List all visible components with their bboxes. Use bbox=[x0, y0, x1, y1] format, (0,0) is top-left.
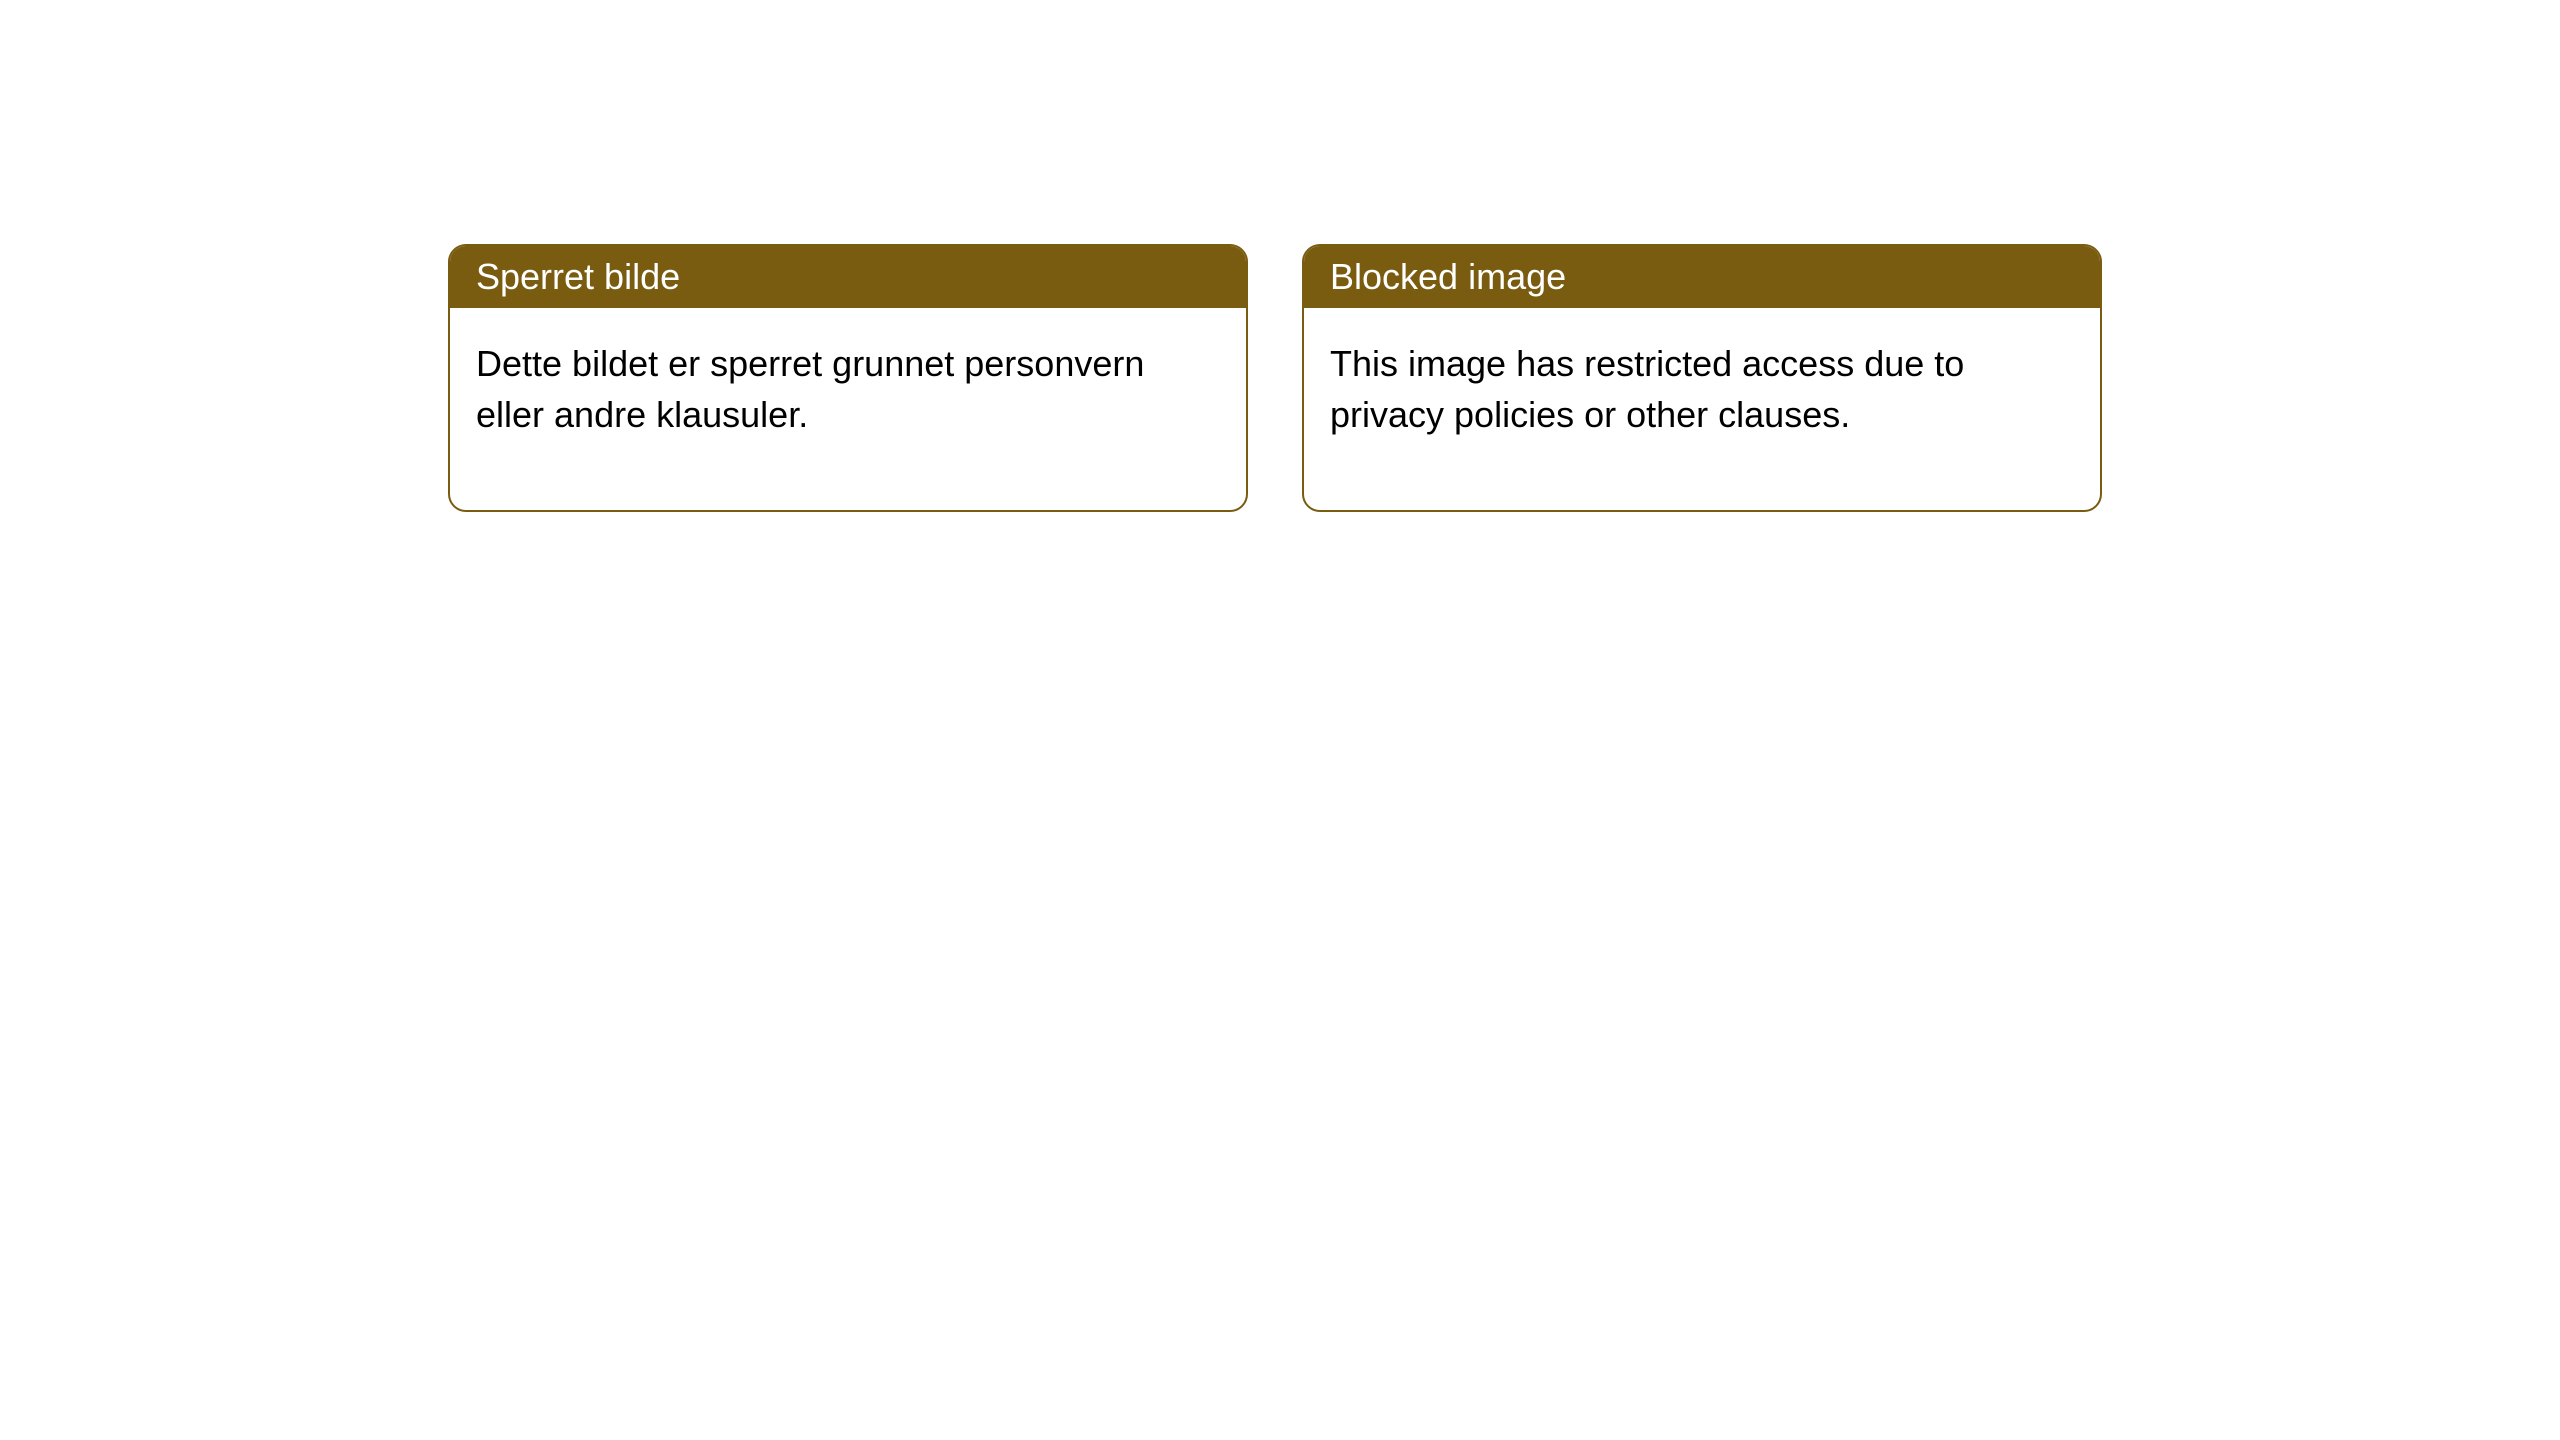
card-body: This image has restricted access due to … bbox=[1304, 308, 2100, 510]
blocked-image-card-no: Sperret bilde Dette bildet er sperret gr… bbox=[448, 244, 1248, 512]
card-body: Dette bildet er sperret grunnet personve… bbox=[450, 308, 1246, 510]
cards-container: Sperret bilde Dette bildet er sperret gr… bbox=[0, 0, 2560, 512]
blocked-image-card-en: Blocked image This image has restricted … bbox=[1302, 244, 2102, 512]
card-header: Sperret bilde bbox=[450, 246, 1246, 308]
card-header: Blocked image bbox=[1304, 246, 2100, 308]
